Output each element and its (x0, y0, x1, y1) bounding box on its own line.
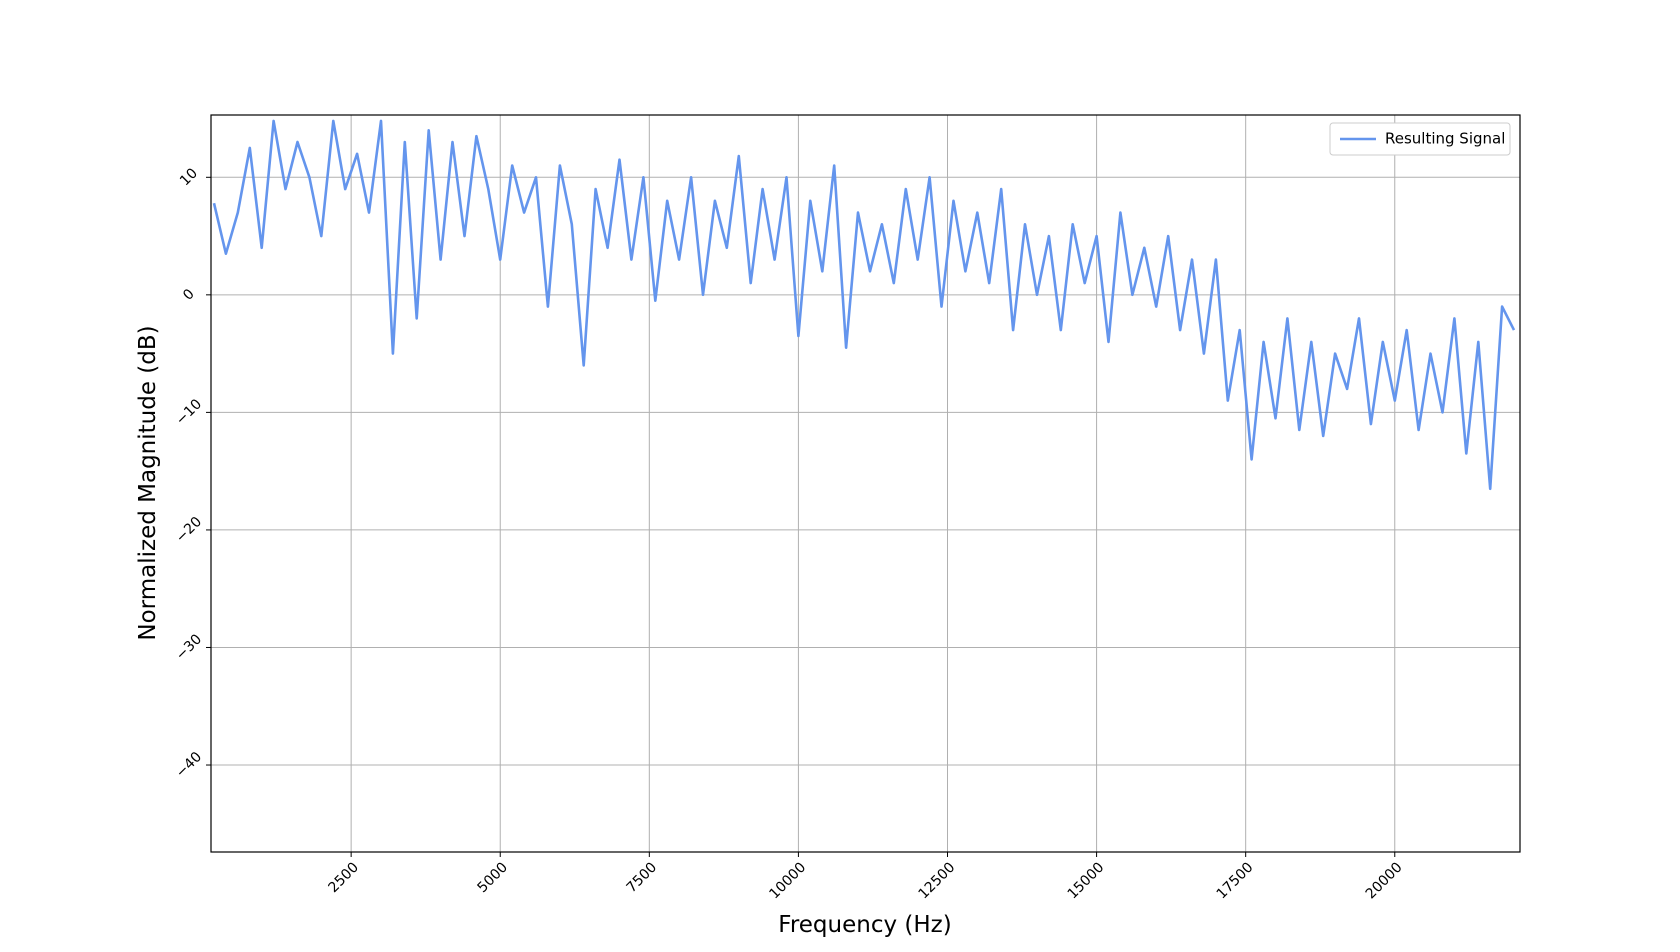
y-axis-label: Normalized Magnitude (dB) (135, 325, 161, 640)
legend-box (1329, 122, 1511, 156)
y-tick-label: −10 (173, 396, 205, 428)
y-tick-label: −40 (173, 749, 205, 781)
y-tick-label: 10 (177, 165, 201, 189)
legend-label: Resulting Signal (1385, 130, 1505, 148)
y-tick-label: −20 (173, 514, 205, 546)
x-tick-label: 20000 (1363, 860, 1406, 903)
x-tick-label: 12500 (916, 860, 959, 903)
y-tick-label: −30 (173, 631, 205, 663)
x-tick-label: 5000 (475, 860, 512, 897)
x-axis-label: Frequency (Hz) (778, 912, 951, 938)
plot-frame (210, 114, 1521, 853)
x-tick-label: 10000 (766, 860, 809, 903)
x-tick-label: 7500 (624, 860, 661, 897)
x-tick-label: 17500 (1214, 860, 1257, 903)
line-series (212, 119, 1516, 491)
y-tick-label: 0 (180, 286, 198, 304)
x-tick-label: 2500 (325, 860, 362, 897)
x-tick-label: 15000 (1065, 860, 1108, 903)
